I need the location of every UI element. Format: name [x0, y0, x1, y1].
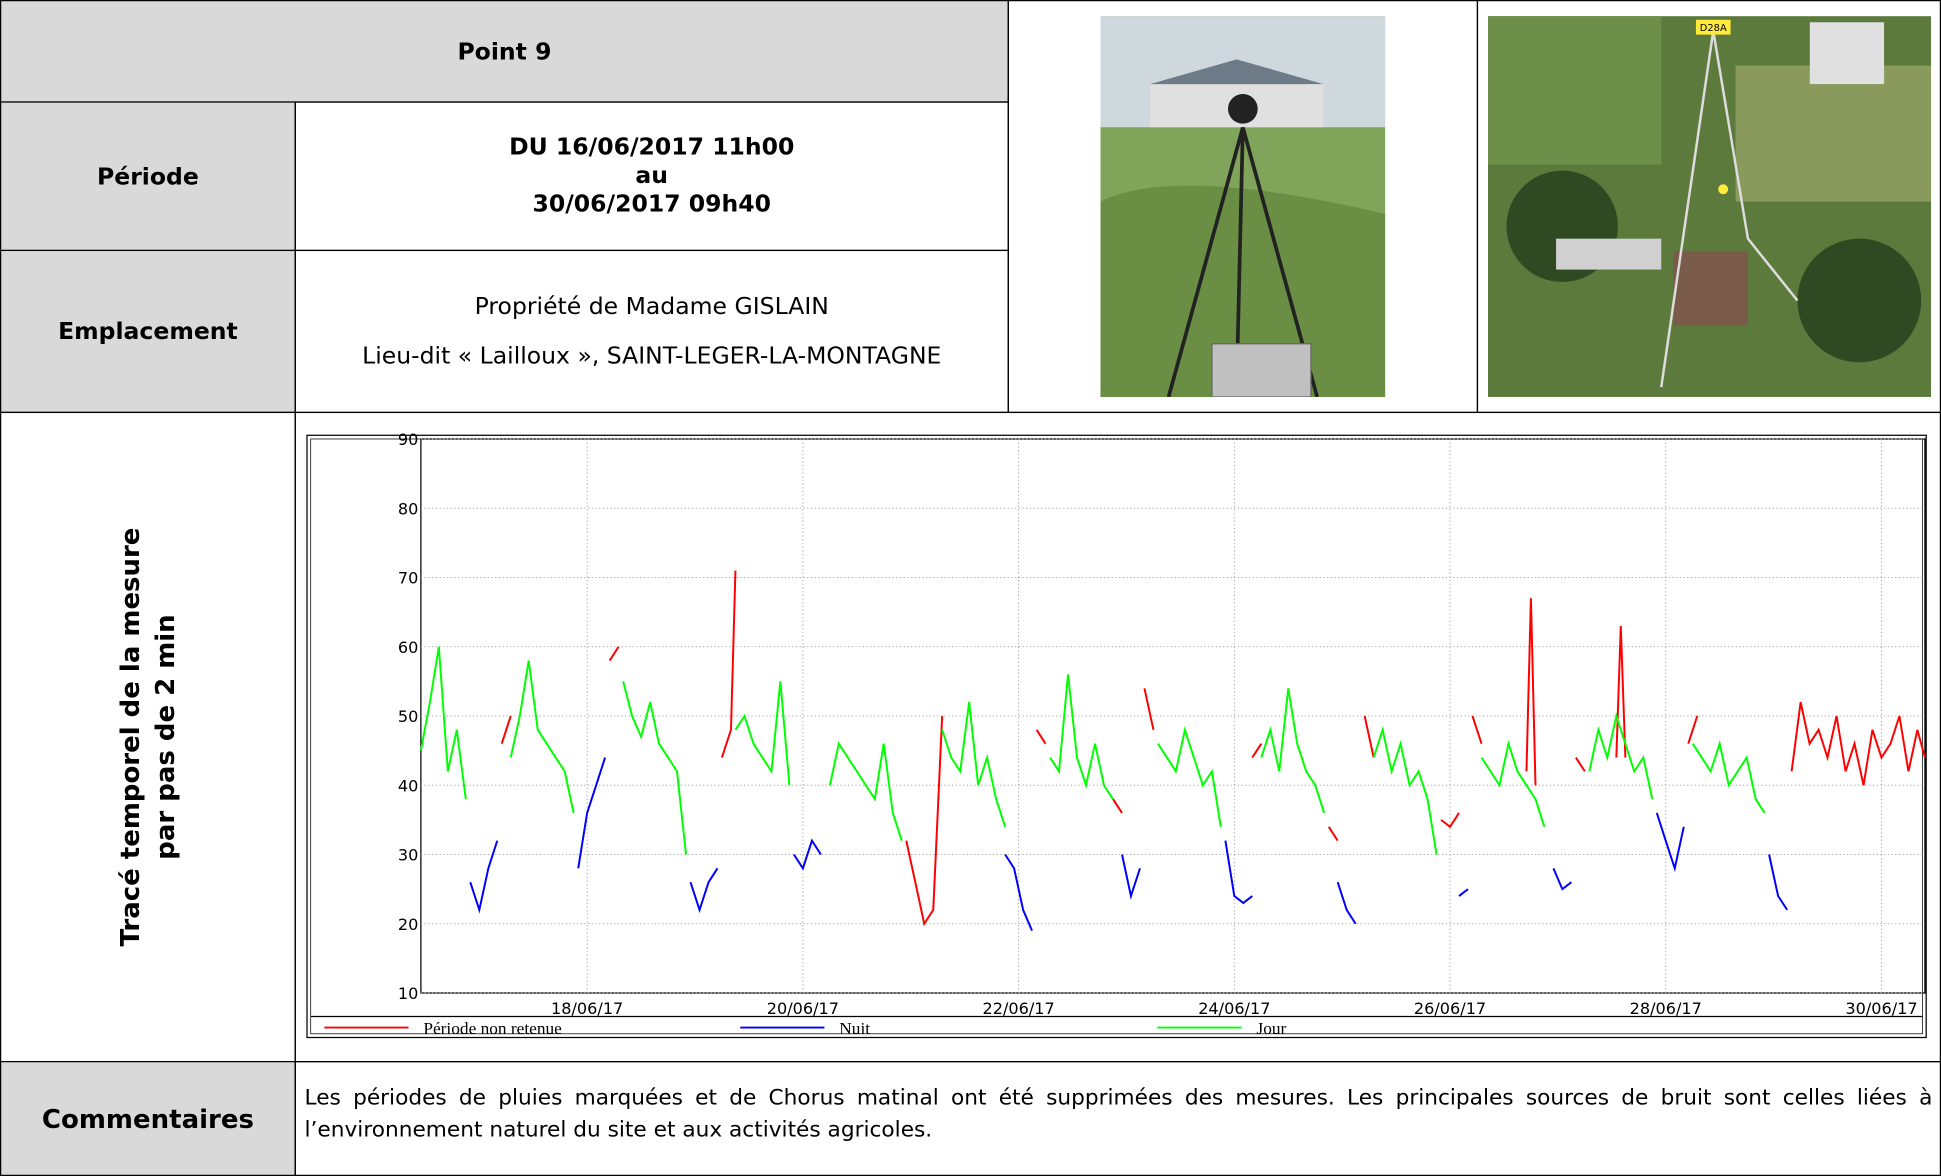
legend-label: Période non retenue	[423, 1019, 562, 1038]
period-line: au	[635, 161, 669, 190]
y-tick-label: 50	[398, 707, 418, 726]
x-tick-label: 28/06/17	[1630, 999, 1702, 1018]
series-line	[469, 757, 1788, 932]
site-map: D28A	[1487, 16, 1931, 397]
value-cell: DU 16/06/2017 11h00 au 30/06/2017 09h40	[294, 101, 1009, 252]
x-tick-label: 22/06/17	[982, 999, 1054, 1018]
x-tick-label: 26/06/17	[1414, 999, 1486, 1018]
title-cell: Point 9	[0, 0, 1009, 103]
y-tick-label: 70	[398, 569, 418, 588]
y-tick-label: 40	[398, 776, 418, 795]
period-line: 30/06/2017 09h40	[532, 190, 771, 218]
x-tick-label: 20/06/17	[767, 999, 839, 1018]
location-line: Propriété de Madame GISLAIN	[474, 293, 829, 321]
series-line	[419, 646, 1766, 855]
y-tick-label: 20	[398, 915, 418, 934]
series-line	[500, 570, 1926, 927]
value-cell: Propriété de Madame GISLAIN Lieu-dit « L…	[294, 249, 1009, 414]
label: Emplacement	[58, 317, 238, 346]
y-tick-label: 90	[398, 430, 418, 449]
label-cell: Commentaires	[0, 1061, 296, 1176]
comment-cell: Les périodes de pluies marquées et de Ch…	[294, 1061, 1941, 1176]
site-photo	[1100, 16, 1386, 397]
location-line: Lieu-dit « Lailloux », SAINT-LEGER-LA-MO…	[362, 342, 942, 370]
map-cell: D28A	[1476, 0, 1941, 414]
legend-label: Jour	[1256, 1019, 1286, 1038]
photo-cell	[1007, 0, 1479, 414]
y-tick-label: 60	[398, 638, 418, 657]
x-tick-label: 30/06/17	[1845, 999, 1917, 1018]
y-tick-label: 80	[398, 499, 418, 518]
x-tick-label: 24/06/17	[1198, 999, 1270, 1018]
period-line: DU 16/06/2017 11h00	[509, 133, 795, 161]
legend-label: Nuit	[839, 1019, 870, 1038]
label: Période	[97, 162, 199, 190]
x-tick-label: 18/06/17	[551, 999, 623, 1018]
chart-frame-inner	[310, 438, 1923, 1035]
label: Commentaires	[41, 1103, 254, 1134]
y-tick-label: 30	[398, 846, 418, 865]
title: Point 9	[457, 37, 552, 65]
y-tick-label: 10	[398, 984, 418, 1003]
comment: Les périodes de pluies marquées et de Ch…	[304, 1085, 1933, 1143]
chart-frame	[306, 434, 1927, 1039]
road-label: D28A	[1699, 23, 1726, 34]
